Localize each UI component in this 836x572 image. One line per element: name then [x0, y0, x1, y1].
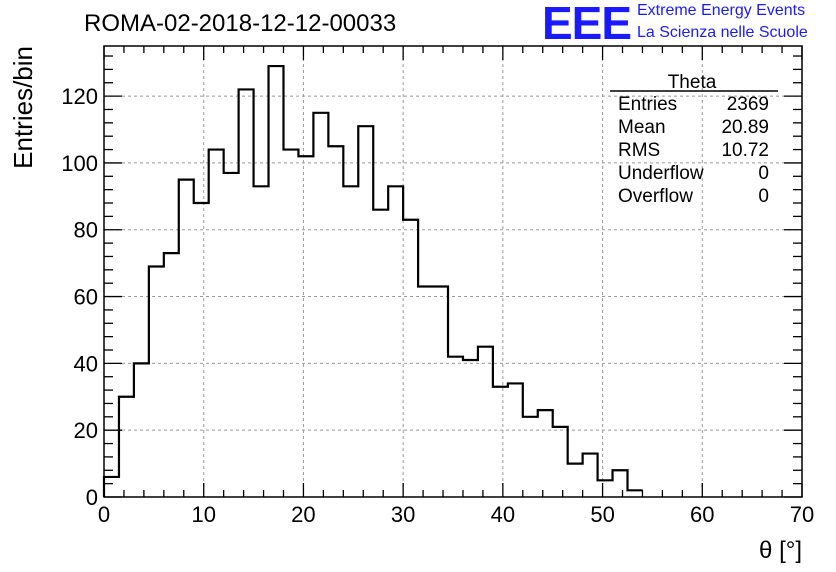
histogram-bin [298, 156, 313, 497]
histogram-bin [373, 210, 388, 497]
histogram-bin [239, 89, 254, 497]
y-tick-label: 100 [61, 151, 98, 176]
histogram-bin [209, 150, 224, 497]
stats-label: Overflow [618, 186, 693, 207]
stats-label: RMS [618, 140, 660, 161]
histogram-bin [224, 173, 239, 497]
histogram-bin [403, 220, 418, 497]
x-tick-label: 60 [690, 502, 714, 527]
y-axis-label: Entries/bin [8, 46, 38, 169]
x-tick-label: 70 [790, 502, 814, 527]
histogram-bin [104, 477, 119, 497]
histogram-bin [283, 150, 298, 497]
histogram-bin [254, 186, 269, 497]
x-tick-label: 10 [191, 502, 215, 527]
histogram-bin [508, 383, 523, 497]
histogram-bin [583, 454, 598, 497]
stats-value: 10.72 [721, 140, 769, 161]
histogram-bin [463, 360, 478, 497]
histogram-bin [553, 427, 568, 497]
histogram-outline [102, 64, 643, 497]
histogram-bin [328, 146, 343, 497]
y-tick-label: 80 [74, 218, 98, 243]
histogram-bin [0, 494, 15, 497]
histogram-bin [538, 410, 553, 497]
x-tick-label: 0 [98, 502, 110, 527]
histogram-bin [388, 186, 403, 497]
x-tick-label: 30 [391, 502, 415, 527]
y-tick-label: 120 [61, 84, 98, 109]
histogram-bin [358, 126, 373, 497]
stats-label: Underflow [618, 163, 704, 184]
y-tick-label: 40 [74, 351, 98, 376]
histogram-bin [448, 357, 463, 497]
stats-box-title: Theta [668, 72, 717, 93]
stats-value: 0 [758, 163, 769, 184]
histogram-bin [613, 470, 628, 497]
stats-label: Mean [618, 117, 666, 138]
x-tick-label: 50 [590, 502, 614, 527]
chart-title: ROMA-02-2018-12-12-00033 [84, 10, 397, 37]
y-tick-label: 20 [74, 418, 98, 443]
org-name-line1: Extreme Energy Events [637, 2, 806, 19]
histogram-bin [119, 397, 134, 497]
histogram-bin [493, 387, 508, 497]
y-tick-label: 0 [86, 485, 98, 510]
stats-label: Entries [618, 94, 677, 115]
histogram-bin [194, 203, 209, 497]
histogram-bin [269, 66, 284, 497]
x-tick-label: 40 [491, 502, 515, 527]
y-tick-label: 60 [74, 285, 98, 310]
histogram-bin [149, 266, 164, 497]
histogram-bin [313, 113, 328, 497]
histogram-bin [568, 464, 583, 497]
histogram-bin [164, 253, 179, 497]
histogram-bin [478, 347, 493, 497]
eee-logo: EEE [542, 0, 632, 49]
stats-value: 2369 [727, 94, 769, 115]
x-tick-label: 20 [291, 502, 315, 527]
org-name-line2: La Scienza nelle Scuole [637, 24, 808, 41]
stats-value: 20.89 [721, 117, 769, 138]
stats-value: 0 [758, 186, 769, 207]
histogram-bin [598, 480, 613, 497]
plot-frame [103, 45, 803, 498]
histogram-bin [523, 417, 538, 497]
histogram-bin [418, 287, 433, 497]
histogram-bin [433, 287, 448, 497]
histogram-bin [343, 186, 358, 497]
histogram-bin [179, 180, 194, 497]
x-axis-label: θ [°] [759, 537, 802, 564]
